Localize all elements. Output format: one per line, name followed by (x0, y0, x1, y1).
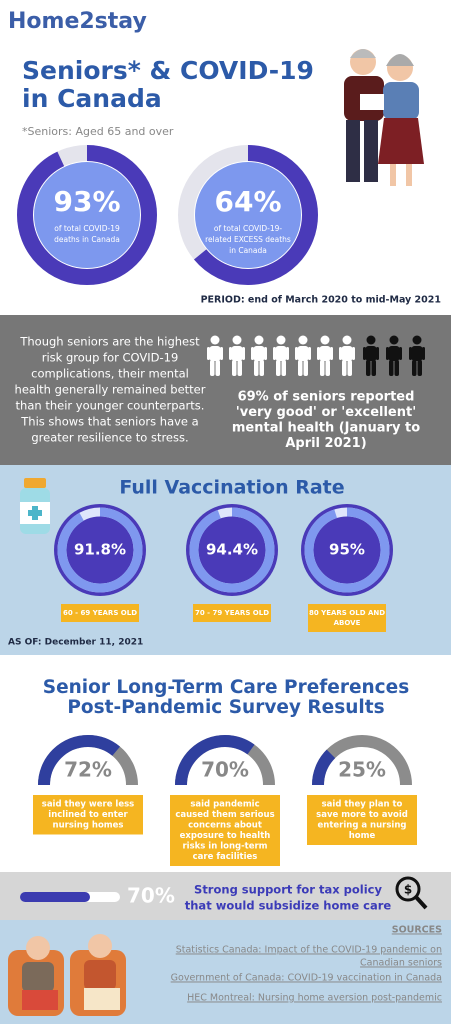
section-title: Full Vaccination Rate (119, 477, 344, 499)
source-link: Canadian seniors (360, 958, 442, 969)
rate-value: 95% (329, 541, 365, 559)
as-of: AS OF: December 11, 2021 (8, 638, 143, 648)
stat-text: 'very good' or 'excellent' (236, 405, 416, 420)
group-label: 60 - 69 YEARS OLD (63, 609, 137, 617)
body-text: complications, their mental (31, 367, 189, 381)
search-icon: $ (395, 876, 428, 910)
logo: Home2stay (8, 9, 147, 34)
note: *Seniors: Aged 65 and over (22, 125, 174, 138)
survey-caption: risks in long-term (182, 842, 267, 852)
stat-caption: deaths in Canada (54, 235, 120, 244)
group-label: 70 - 79 YEARS OLD (195, 609, 269, 617)
group-label: 80 YEARS OLD AND (309, 609, 385, 617)
rate-value: 91.8% (74, 541, 126, 559)
survey-caption: entering a nursing (318, 821, 407, 831)
rate-value: 94.4% (206, 541, 258, 559)
vaccine-icon (20, 478, 50, 534)
stat-value: 93% (53, 185, 120, 218)
stat-caption: in Canada (229, 246, 267, 255)
section-title: Senior Long-Term Care Preferences (43, 677, 409, 698)
source-link: Statistics Canada: Impact of the COVID-1… (176, 945, 442, 956)
ring-progress (304, 507, 390, 593)
gauge-progress (312, 735, 412, 786)
survey-caption: save more to avoid (316, 810, 408, 820)
sources-heading: SOURCES (392, 925, 442, 936)
title: in Canada (22, 84, 162, 113)
bar-fill (20, 892, 90, 902)
survey-caption: exposure to health (180, 831, 271, 841)
section-bg (0, 315, 451, 465)
source-link: HEC Montreal: Nursing home aversion post… (187, 993, 442, 1004)
caption-box (170, 795, 280, 866)
label-box (193, 604, 271, 622)
ring-center (34, 162, 140, 268)
ring-progress (17, 145, 157, 285)
ring-bg (301, 504, 393, 596)
ring-progress (189, 507, 275, 593)
ring-progress (178, 145, 318, 285)
survey-caption: said they plan to (322, 800, 403, 810)
survey-caption: said pandemic (190, 800, 259, 810)
survey-caption: concerns about (188, 821, 262, 831)
body-text: than their younger counterparts. (16, 399, 205, 413)
label-box (308, 604, 386, 632)
survey-caption: care facilities (193, 852, 258, 862)
period: PERIOD: end of March 2020 to mid-May 202… (201, 295, 441, 306)
seniors-illustration (344, 49, 424, 186)
survey-caption: home (349, 831, 376, 841)
stat-value: 64% (214, 185, 281, 218)
source-link: Government of Canada: COVID-19 vaccinati… (171, 973, 442, 984)
seniors-chairs (8, 934, 126, 1016)
stat-caption: of total COVID-19 (54, 224, 120, 233)
survey-caption: said they were less (42, 800, 134, 810)
body-text: greater resilience to stress. (31, 431, 188, 445)
ring-center (195, 162, 301, 268)
tax-text: Strong support for tax policy (194, 883, 382, 897)
stat-caption: related EXCESS deaths (205, 235, 291, 244)
stat-text: mental health (January to (232, 421, 420, 436)
bar-value: 70% (127, 884, 175, 908)
body-text: health generally remained better (15, 383, 206, 397)
stat-text: April 2021) (285, 436, 366, 451)
caption-box (33, 795, 143, 835)
section-title: Post-Pandemic Survey Results (67, 697, 384, 718)
svg-text:$: $ (404, 883, 412, 897)
stat-text: 69% of seniors reported (238, 390, 415, 405)
ring-bg (186, 504, 278, 596)
survey-caption: nursing homes (53, 821, 124, 831)
body-text: risk group for COVID-19 (42, 351, 179, 365)
stat-caption: of total COVID-19- (214, 224, 283, 233)
survey-caption: caused them serious (175, 810, 274, 820)
ring-bg (54, 504, 146, 596)
survey-caption: inclined to enter (48, 810, 128, 820)
caption-box (307, 795, 417, 845)
label-box (61, 604, 139, 622)
gauge-progress (175, 735, 275, 786)
body-text: Though seniors are the highest (19, 335, 200, 349)
title: Seniors* & COVID-19 (22, 56, 314, 85)
gauge-value: 72% (64, 758, 112, 782)
tax-text: that would subsidize home care (185, 899, 392, 913)
gauge-value: 70% (201, 758, 249, 782)
group-label: ABOVE (334, 619, 361, 627)
gauge-value: 25% (338, 758, 386, 782)
body-text: This shows that seniors have a (20, 415, 198, 429)
ring-progress (57, 507, 143, 593)
gauge-progress (38, 735, 138, 786)
